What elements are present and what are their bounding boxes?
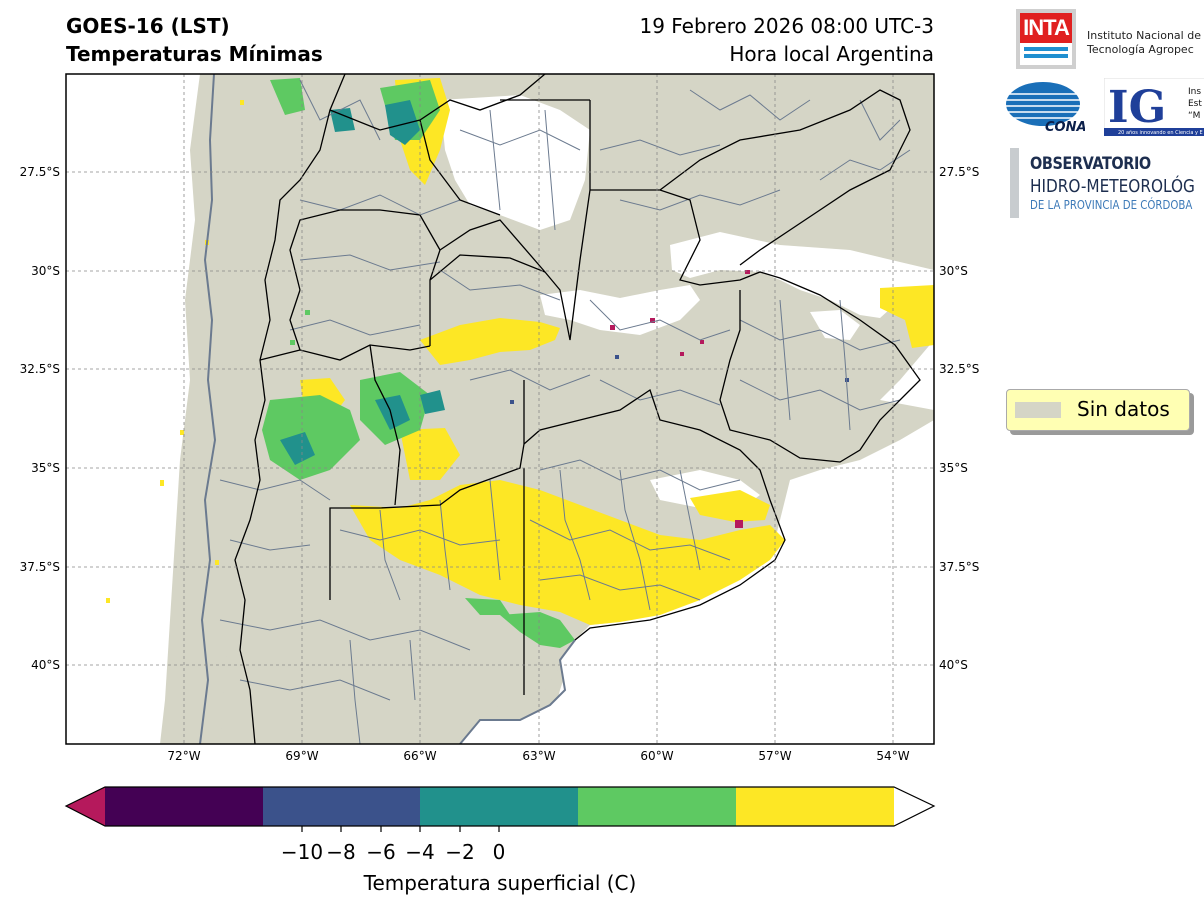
lon-label: 69°W xyxy=(285,749,318,763)
lat-label-right: 40°S xyxy=(939,658,968,672)
graticule xyxy=(66,74,934,744)
ig-side-1: Ins xyxy=(1188,87,1201,97)
observatorio-logo: OBSERVATORIO HIDRO-METEOROLÓG DE LA PROV… xyxy=(1010,148,1204,220)
colorbar-segment xyxy=(420,787,578,826)
lon-label: 57°W xyxy=(758,749,791,763)
colorbar-title: Temperatura superficial (C) xyxy=(363,871,637,895)
colorbar-tick-label: −8 xyxy=(326,840,355,864)
colorbar-outline xyxy=(64,786,936,827)
lat-label-left: 27.5°S xyxy=(20,165,60,179)
chile-strip xyxy=(160,74,215,744)
lat-label-left: 30°S xyxy=(31,264,60,278)
colorbar-tick-label: −2 xyxy=(445,840,474,864)
colorbar-segment xyxy=(736,787,894,826)
ig-logo: IG Ins Est “M 20 años innovando en Cienc… xyxy=(1104,78,1204,136)
lon-label: 54°W xyxy=(876,749,909,763)
inta-name-line-2: Tecnología Agropec xyxy=(1087,43,1194,56)
observatorio-line-3: DE LA PROVINCIA DE CÓRDOBA xyxy=(1030,198,1193,212)
sea-south xyxy=(460,460,934,744)
atlantic-ocean-north xyxy=(880,340,934,410)
lon-label: 72°W xyxy=(167,749,200,763)
colorbar-tick-label: −6 xyxy=(366,840,395,864)
lat-label-left: 40°S xyxy=(31,658,60,672)
lat-label-left: 37.5°S xyxy=(20,560,60,574)
map-frame xyxy=(65,73,935,745)
province-borders xyxy=(234,74,921,744)
legend-swatch xyxy=(1015,402,1061,418)
inta-name: Instituto Nacional de Tecnología Agropec xyxy=(1087,29,1201,57)
legend-no-data: Sin datos xyxy=(1006,389,1190,431)
ig-side-2: Est xyxy=(1188,99,1202,109)
map-date: 19 Febrero 2026 08:00 UTC-3 Hora local A… xyxy=(639,12,934,68)
colorbar-segment xyxy=(105,787,263,826)
colorbar-tick-label: −10 xyxy=(281,840,323,864)
patagonia-west xyxy=(220,600,330,744)
colorbar-extend-high xyxy=(894,787,934,826)
legend-label: Sin datos xyxy=(1077,397,1170,421)
colorbar-segment xyxy=(263,787,420,826)
inta-logo: INTA xyxy=(1016,9,1076,69)
coastlines xyxy=(199,74,576,744)
lat-label-right: 30°S xyxy=(939,264,968,278)
title-line-1: GOES-16 (LST) xyxy=(66,14,230,38)
lon-label: 63°W xyxy=(522,749,555,763)
colorbar-tick-label: 0 xyxy=(493,840,506,864)
conae-logo: CONAE xyxy=(1006,82,1085,134)
lat-label-left: 32.5°S xyxy=(20,362,60,376)
map-title: GOES-16 (LST) Temperaturas Mínimas xyxy=(66,12,323,68)
ig-side-3: “M xyxy=(1188,111,1200,121)
date-line-1: 19 Febrero 2026 08:00 UTC-3 xyxy=(639,14,934,38)
colorbar-extend-low xyxy=(66,787,105,826)
date-line-2: Hora local Argentina xyxy=(729,42,934,66)
lon-label: 60°W xyxy=(640,749,673,763)
lat-label-right: 32.5°S xyxy=(939,362,979,376)
colorbar-segment xyxy=(578,787,736,826)
inta-mark: INTA xyxy=(1020,13,1072,43)
lat-label-right: 37.5°S xyxy=(939,560,979,574)
department-boundaries xyxy=(219,79,911,744)
map-content xyxy=(66,74,934,744)
conae-mark: CONAE xyxy=(1045,120,1085,134)
observatorio-line-1: OBSERVATORIO xyxy=(1030,154,1151,174)
colorbar-tick-label: −4 xyxy=(405,840,434,864)
lat-label-left: 35°S xyxy=(31,461,60,475)
ig-mark: IG xyxy=(1108,82,1166,133)
lat-label-right: 27.5°S xyxy=(939,165,979,179)
teal-temperature-areas xyxy=(280,100,445,465)
colorbar-ticks xyxy=(301,826,500,832)
lon-label: 66°W xyxy=(403,749,436,763)
ig-footer: 20 años innovando en Ciencia y E xyxy=(1118,130,1203,136)
title-line-2: Temperaturas Mínimas xyxy=(66,42,323,66)
inta-name-line-1: Instituto Nacional de xyxy=(1087,29,1201,42)
lat-label-right: 35°S xyxy=(939,461,968,475)
observatorio-line-2: HIDRO-METEOROLÓG xyxy=(1030,176,1195,197)
colorbar: −10 −8 −6 −4 −2 0 Temperatura superficia… xyxy=(64,786,936,895)
